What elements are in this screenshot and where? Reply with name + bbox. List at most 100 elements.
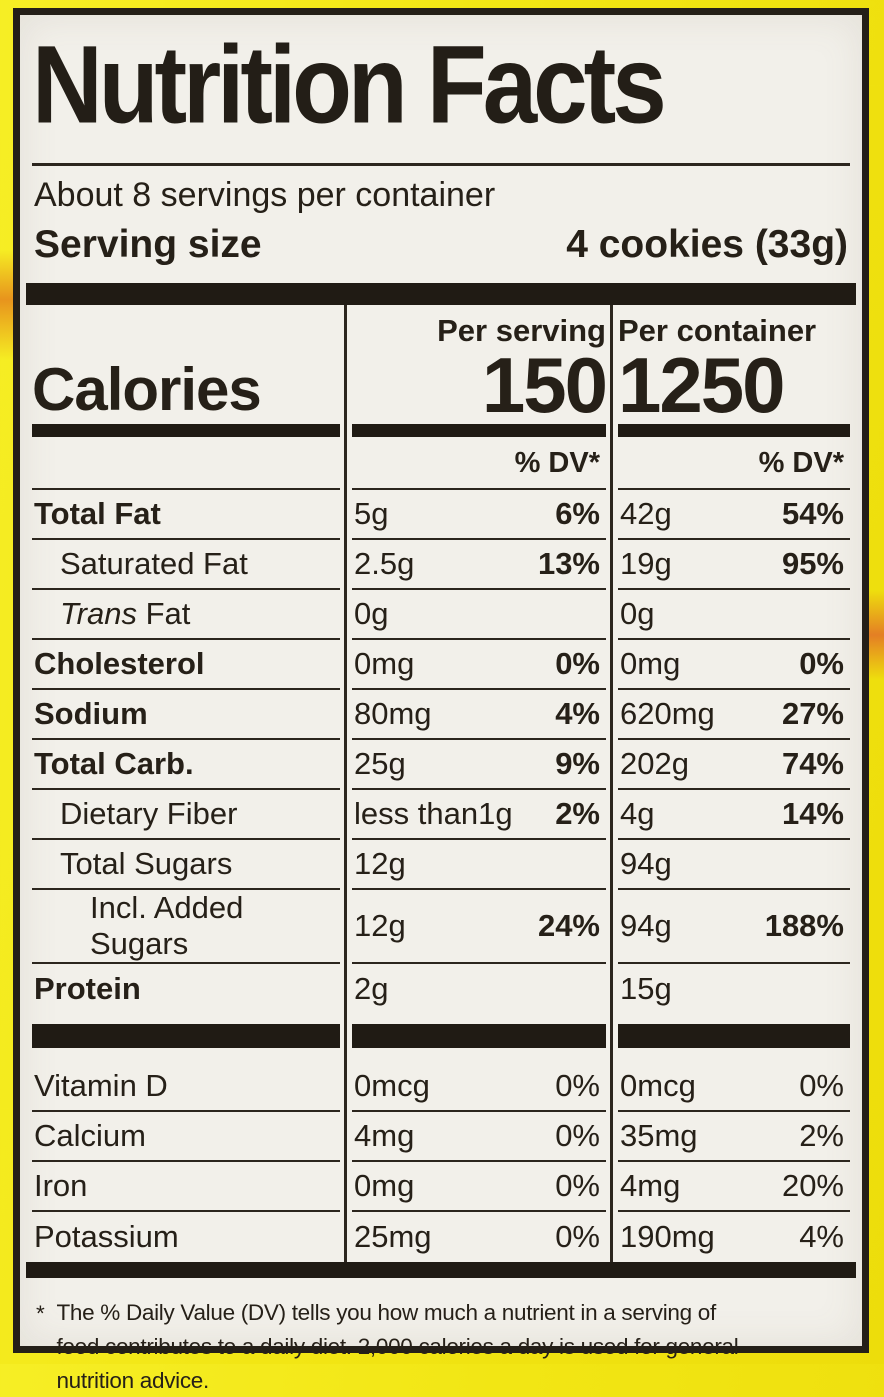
dv-per-container: 95% xyxy=(781,546,844,581)
nutrient-name: Protein xyxy=(34,971,141,1006)
dv-header-serving: % DV* xyxy=(352,437,606,490)
amount-per-serving: 0g xyxy=(354,596,389,631)
nutrient-row-sodium: Sodium 80mg 4% 620mg 27% xyxy=(32,690,850,740)
dv-per-container: 74% xyxy=(781,746,844,781)
label-title: Nutrition Facts xyxy=(32,22,667,147)
amount-per-serving: 2.5g xyxy=(354,546,415,581)
nutrient-row-protein: Protein 2g 15g xyxy=(32,964,850,1014)
calories-per-container-cell: Per container 1250 xyxy=(618,305,850,437)
separator-segment xyxy=(352,1014,606,1062)
nutrient-name: Incl. Added Sugars xyxy=(32,890,340,964)
dv-per-serving: 4% xyxy=(555,696,600,731)
per-serving-cell: 0mcg 0% xyxy=(352,1062,606,1112)
nutrient-row-saturated-fat: Saturated Fat 2.5g 13% 19g 95% xyxy=(32,540,850,590)
dv-header-container: % DV* xyxy=(618,437,850,490)
per-container-cell: 4mg 20% xyxy=(618,1162,850,1212)
per-container-cell: 15g xyxy=(618,964,850,1014)
dv-per-container: 0% xyxy=(799,1068,844,1103)
per-container-cell: 42g 54% xyxy=(618,490,850,540)
dv-per-container: 14% xyxy=(781,796,844,831)
nutrition-facts-label: Nutrition Facts About 8 servings per con… xyxy=(13,8,869,1393)
separator-segment xyxy=(32,1014,340,1062)
package-edge-tint xyxy=(868,590,884,680)
section-bar-top xyxy=(26,283,856,305)
dv-per-serving: 24% xyxy=(537,908,600,943)
nutrient-row-total-sugars: Total Sugars 12g 94g xyxy=(32,840,850,890)
per-serving-header: Per serving xyxy=(437,313,606,348)
amount-per-container: 35mg xyxy=(620,1118,698,1153)
per-container-cell: 35mg 2% xyxy=(618,1112,850,1162)
per-container-cell: 202g 74% xyxy=(618,740,850,790)
calories-cell: Calories xyxy=(32,305,340,437)
amount-per-container: 4g xyxy=(620,796,655,831)
amount-per-serving: 12g xyxy=(354,908,406,943)
nutrient-row-calcium: Calcium 4mg 0% 35mg 2% xyxy=(32,1112,850,1162)
per-container-header: Per container xyxy=(618,313,817,348)
calories-per-serving-value: 150 xyxy=(481,341,608,430)
servings-per-container: About 8 servings per container xyxy=(34,176,496,214)
footnote-line: The % Daily Value (DV) tells you how muc… xyxy=(56,1300,716,1325)
nutrient-name: Calcium xyxy=(32,1112,340,1162)
per-serving-cell: 80mg 4% xyxy=(352,690,606,740)
nutrient-row-cholesterol: Cholesterol 0mg 0% 0mg 0% xyxy=(32,640,850,690)
footnote-line: nutrition advice. xyxy=(56,1367,209,1393)
amount-per-serving: 80mg xyxy=(354,696,432,731)
per-container-cell: 94g xyxy=(618,840,850,890)
dv-per-serving: 0% xyxy=(555,1118,600,1153)
dv-header-spacer xyxy=(32,437,340,490)
nutrition-table: Calories Per serving 150 Per container 1… xyxy=(32,305,850,1262)
amount-per-container: 15g xyxy=(620,971,672,1006)
separator-bar xyxy=(352,1024,606,1048)
per-container-cell: 94g 188% xyxy=(618,890,850,964)
per-container-cell: 0g xyxy=(618,590,850,640)
nutrient-name: Vitamin D xyxy=(32,1062,340,1112)
dv-per-serving: 0% xyxy=(555,1219,600,1254)
serving-size-label: Serving size xyxy=(34,223,262,266)
amount-per-container: 42g xyxy=(620,496,672,531)
footnote-text: The % Daily Value (DV) tells you how muc… xyxy=(56,1296,738,1397)
separator-bar xyxy=(32,1024,340,1048)
package-edge-tint xyxy=(0,250,14,360)
amount-per-container: 19g xyxy=(620,546,672,581)
dv-per-container: 27% xyxy=(781,696,844,731)
per-container-cell: 4g 14% xyxy=(618,790,850,840)
column-divider xyxy=(610,305,613,1262)
nutrient-row-trans-fat: Trans Fat 0g 0g xyxy=(32,590,850,640)
per-serving-cell: 0mg 0% xyxy=(352,1162,606,1212)
nutrient-row-added-sugars: Incl. Added Sugars 12g 24% 94g 188% xyxy=(32,890,850,964)
per-serving-cell: 25g 9% xyxy=(352,740,606,790)
amount-per-serving: 0mg xyxy=(354,1168,415,1203)
per-serving-cell: 4mg 0% xyxy=(352,1112,606,1162)
per-container-cell: 190mg 4% xyxy=(618,1212,850,1262)
per-serving-cell: 25mg 0% xyxy=(352,1212,606,1262)
dv-per-serving: 0% xyxy=(555,1168,600,1203)
amount-per-serving: 12g xyxy=(354,846,406,881)
nutrient-name: Iron xyxy=(32,1162,340,1212)
nutrient-name: Total Carb. xyxy=(32,740,340,790)
dv-per-container: 54% xyxy=(781,496,844,531)
calories-per-serving-cell: Per serving 150 xyxy=(352,305,608,437)
nutrient-name: Cholesterol xyxy=(32,640,340,690)
amount-per-serving: 5g xyxy=(354,496,389,531)
amount-per-container: 190mg xyxy=(620,1219,715,1254)
serving-size-value: 4 cookies (33g) xyxy=(566,223,848,266)
amount-per-container: 0mcg xyxy=(620,1068,696,1103)
nutrient-row-iron: Iron 0mg 0% 4mg 20% xyxy=(32,1162,850,1212)
nutrient-row-dietary-fiber: Dietary Fiber less than1g 2% 4g 14% xyxy=(32,790,850,840)
amount-per-serving: 25g xyxy=(354,746,406,781)
dv-header-row: % DV* % DV* xyxy=(32,437,850,490)
dv-per-serving: 9% xyxy=(555,746,600,781)
per-serving-cell: 0mg 0% xyxy=(352,640,606,690)
dv-per-container: 20% xyxy=(781,1168,844,1203)
amount-per-container: 202g xyxy=(620,746,689,781)
dv-per-container: 188% xyxy=(764,908,844,943)
per-serving-cell: 12g 24% xyxy=(352,890,606,964)
dv-per-container: 0% xyxy=(799,646,844,681)
trans-italic: Trans xyxy=(60,596,137,631)
separator-bar xyxy=(618,1024,850,1048)
amount-per-serving: 4mg xyxy=(354,1118,415,1153)
nutrient-name: Saturated Fat xyxy=(32,540,340,590)
per-serving-cell: 2.5g 13% xyxy=(352,540,606,590)
per-serving-cell: 5g 6% xyxy=(352,490,606,540)
footnote-asterisk: * xyxy=(36,1301,45,1326)
